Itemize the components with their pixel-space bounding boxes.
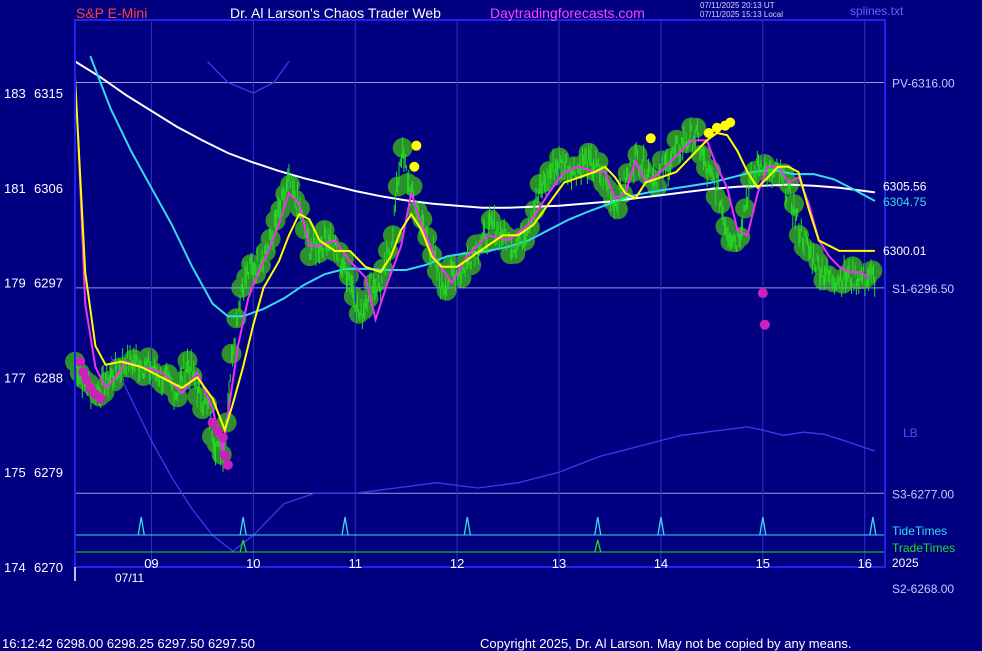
symbol-title: S&P E-Mini (76, 5, 148, 21)
tide-spike-7 (869, 516, 877, 536)
dot-layer (75, 117, 770, 470)
trade-spike-1 (594, 539, 602, 553)
last-quote: 16:12:42 6298.00 6298.25 6297.50 6297.50 (2, 636, 256, 651)
copyright: Copyright 2025, Dr. Al Larson. May not b… (480, 636, 852, 651)
x-tick-label-10: 10 (246, 556, 260, 571)
tide-spike-6 (759, 516, 767, 536)
yellow-dot-6 (725, 117, 736, 128)
y-tick-price-6270: 6270 (34, 560, 63, 575)
y-tick-price-6297: 6297 (34, 276, 63, 291)
band-label: LB (903, 426, 918, 440)
local-timestamp: 07/11/2025 15:13 Local (700, 10, 784, 19)
band-lower-line (110, 356, 876, 553)
level-label-0: PV-6316.00 (892, 76, 955, 90)
year-label: 2025 (892, 556, 919, 570)
plot-frame (74, 19, 886, 568)
y-tick-price-6279: 6279 (34, 465, 63, 480)
y-tick-bar-177: 177 (4, 370, 26, 385)
tide-spike-0 (137, 516, 145, 536)
template-filename: splines.txt (850, 4, 904, 18)
x-tick-label-15: 15 (756, 556, 770, 571)
yellow-dot-1 (409, 161, 420, 172)
grid-layer (75, 20, 885, 567)
label-layer: 09 10 11 12 13 14 15 16 174 6270 175 6279 177 6288 179… (4, 76, 955, 596)
y-tick-price-6288: 6288 (34, 370, 63, 385)
right-value-cyan_ma: 6304.75 (883, 195, 927, 209)
magenta-dot-0 (75, 356, 86, 367)
site-title: Dr. Al Larson's Chaos Trader Web (230, 5, 441, 21)
trade-label: TradeTimes (892, 541, 955, 555)
timing-layer (75, 516, 885, 553)
yellow-spline-line (74, 77, 875, 434)
white-ma-line (74, 60, 876, 209)
x-tick-label-12: 12 (450, 556, 464, 571)
tide-label: TideTimes (892, 524, 947, 538)
date-label: 07/11 (115, 571, 144, 585)
magenta-dot-11 (757, 288, 768, 299)
yellow-dot-3 (703, 128, 714, 139)
y-tick-price-6315: 6315 (34, 86, 63, 101)
tide-spike-3 (463, 516, 471, 536)
y-tick-bar-174: 174 (4, 560, 26, 575)
level-label-1: S1-6296.50 (892, 282, 954, 296)
y-tick-bar-179: 179 (4, 276, 26, 291)
tide-spike-4 (594, 516, 602, 536)
tide-spike-1 (239, 516, 247, 536)
site-url-link[interactable]: Daytradingforecasts.com (490, 5, 645, 21)
magenta-dot-10 (222, 459, 233, 470)
ut-timestamp: 07/11/2025 20:13 UT (700, 1, 775, 10)
magenta-dot-6 (207, 417, 218, 428)
magenta-dot-5 (95, 393, 106, 404)
tide-spike-5 (657, 516, 665, 536)
magenta-dot-12 (759, 319, 770, 330)
right-value-yellow_spline: 6300.01 (883, 244, 927, 258)
yellow-dot-4 (711, 122, 722, 133)
band-upper-line (207, 60, 290, 94)
level-label-3: S2-6268.00 (892, 582, 954, 596)
yellow-dot-2 (645, 133, 656, 144)
y-tick-price-6306: 6306 (34, 181, 63, 196)
magenta-dot-2 (81, 374, 92, 385)
x-tick-label-13: 13 (552, 556, 566, 571)
level-label-2: S3-6277.00 (892, 487, 954, 501)
x-tick-label-16: 16 (857, 556, 871, 571)
frame-layer (74, 19, 886, 581)
x-tick-label-11: 11 (348, 556, 362, 571)
x-tick-label-09: 09 (144, 556, 158, 571)
trade-spike-0 (239, 539, 247, 553)
x-tick-label-14: 14 (654, 556, 668, 571)
right-value-white_ma: 6305.56 (883, 179, 927, 193)
tide-spike-2 (341, 516, 349, 536)
yellow-dot-0 (411, 140, 422, 151)
magenta-dot-8 (217, 432, 228, 443)
magenta-dot-9 (219, 450, 230, 461)
y-tick-bar-181: 181 (4, 181, 26, 196)
y-tick-bar-175: 175 (4, 465, 26, 480)
y-tick-bar-183: 183 (4, 86, 26, 101)
band-layer (110, 60, 876, 553)
